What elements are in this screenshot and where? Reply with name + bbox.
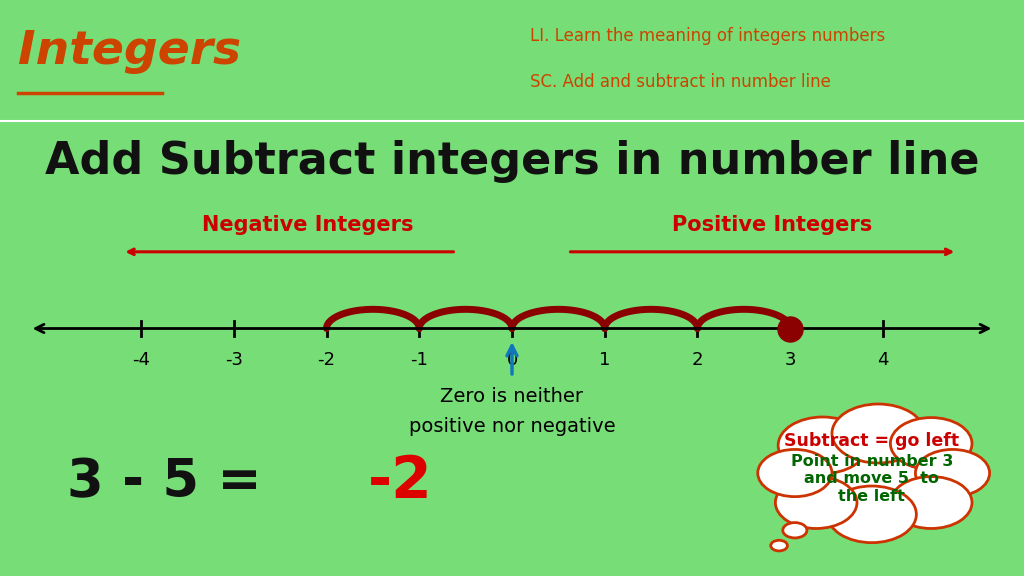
Circle shape [775,476,857,529]
Circle shape [891,418,972,469]
Text: Positive Integers: Positive Integers [672,215,871,235]
Text: 1: 1 [599,351,610,369]
Text: -4: -4 [132,351,151,369]
Text: LI. Learn the meaning of integers numbers: LI. Learn the meaning of integers number… [530,27,886,45]
Circle shape [915,449,989,497]
Circle shape [827,486,916,543]
Circle shape [758,449,831,497]
Text: -2: -2 [369,453,433,510]
Text: 2: 2 [692,351,703,369]
FancyBboxPatch shape [791,432,967,517]
Circle shape [891,476,972,529]
Text: SC. Add and subtract in number line: SC. Add and subtract in number line [530,73,830,91]
Text: -3: -3 [225,351,243,369]
Circle shape [771,540,787,551]
Circle shape [782,522,807,538]
Text: Zero is neither: Zero is neither [440,388,584,407]
Text: 0: 0 [507,351,517,369]
Text: Add Subtract integers in number line: Add Subtract integers in number line [45,140,979,183]
Text: and move 5  to: and move 5 to [804,471,939,487]
Circle shape [778,417,867,473]
Text: -1: -1 [411,351,428,369]
Text: 4: 4 [878,351,889,369]
Text: Negative Integers: Negative Integers [202,215,414,235]
Text: -2: -2 [317,351,336,369]
Circle shape [831,404,925,463]
Text: 3: 3 [784,351,796,369]
Text: Subtract = go left: Subtract = go left [784,431,959,450]
Text: positive nor negative: positive nor negative [409,417,615,436]
Text: Point in number 3: Point in number 3 [791,454,953,469]
Text: Integers: Integers [18,29,241,74]
Text: the left: the left [839,489,905,504]
Text: 3 - 5 =: 3 - 5 = [67,456,280,508]
